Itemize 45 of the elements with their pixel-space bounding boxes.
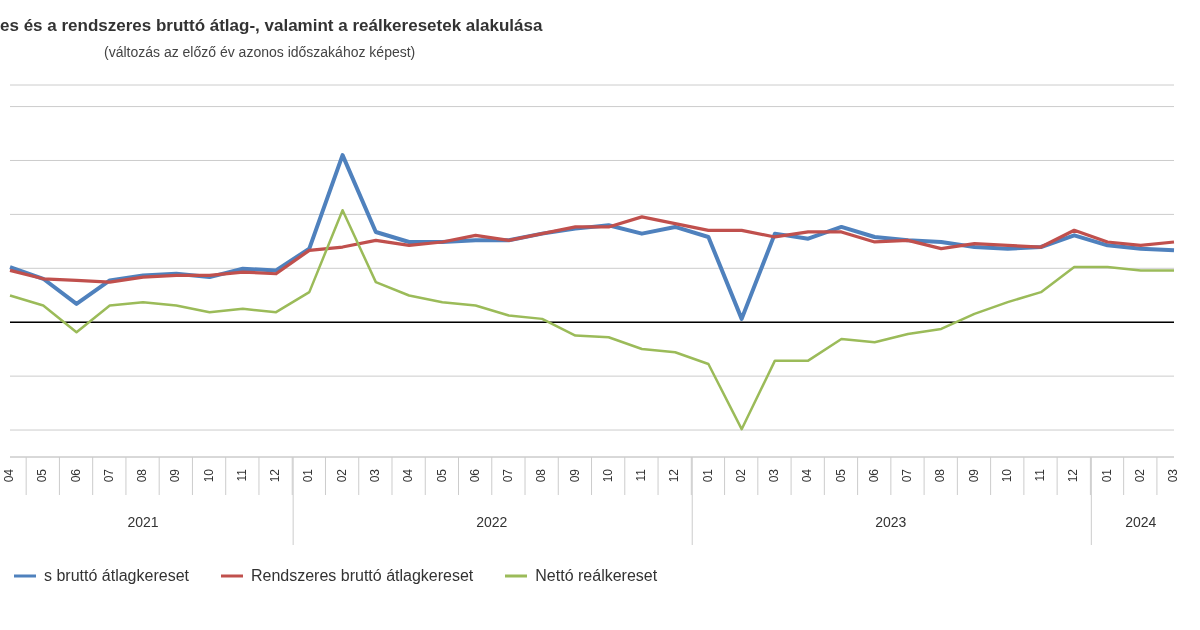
chart-subtitle: (változás az előző év azonos időszakához képest) bbox=[103, 44, 417, 60]
x-tick-label: 11 bbox=[234, 468, 249, 482]
x-tick-label: 11 bbox=[1033, 468, 1048, 482]
x-tick-label: 02 bbox=[733, 468, 748, 483]
x-tick-label: 01 bbox=[1099, 468, 1114, 483]
x-tick-label: 04 bbox=[2, 468, 17, 483]
x-tick-label: 10 bbox=[600, 468, 615, 483]
x-tick-label: 12 bbox=[268, 468, 283, 483]
x-tick-label: 06 bbox=[68, 468, 83, 483]
x-tick-label: 06 bbox=[467, 468, 482, 483]
text: 2022 bbox=[476, 514, 508, 530]
x-tick-label: 09 bbox=[567, 468, 582, 483]
text: 2021 bbox=[127, 514, 159, 530]
chart-title: es és a rendszeres bruttó átlag-, valamint a reálkeresetek alakulása bbox=[0, 15, 544, 36]
legend-label: Rendszeres bruttó átlagkereset bbox=[249, 567, 474, 585]
x-tick-label: 08 bbox=[534, 468, 549, 483]
x-tick-label: 03 bbox=[1166, 468, 1181, 483]
x-tick-label: 08 bbox=[933, 468, 948, 483]
x-tick-label: 10 bbox=[999, 468, 1014, 483]
x-tick-label: 09 bbox=[168, 468, 183, 483]
text: 2023 bbox=[875, 514, 907, 530]
x-tick-label: 04 bbox=[401, 468, 416, 483]
x-tick-label: 12 bbox=[1066, 468, 1081, 483]
x-tick-label: 03 bbox=[767, 468, 782, 483]
legend-label: s bruttó átlagkereset bbox=[43, 567, 189, 585]
x-tick-label: 07 bbox=[101, 468, 116, 483]
x-tick-label: 02 bbox=[334, 468, 349, 483]
text: 2024 bbox=[1125, 514, 1157, 530]
x-tick-label: 02 bbox=[1132, 468, 1147, 483]
x-tick-label: 03 bbox=[368, 468, 382, 483]
x-tick-label: 01 bbox=[301, 468, 316, 483]
x-tick-label: 08 bbox=[135, 468, 150, 483]
x-tick-label: 11 bbox=[634, 468, 649, 482]
x-tick-label: 06 bbox=[866, 468, 881, 483]
x-tick-label: 05 bbox=[35, 468, 50, 483]
x-tick-label: 01 bbox=[700, 468, 715, 483]
x-tick-label: 05 bbox=[833, 468, 848, 483]
legend-label: Nettó reálkereset bbox=[534, 567, 658, 585]
x-tick-label: 07 bbox=[501, 468, 516, 483]
x-tick-label: 04 bbox=[800, 468, 815, 483]
x-tick-label: 10 bbox=[201, 468, 216, 483]
x-tick-label: 09 bbox=[966, 468, 981, 483]
x-tick-label: 07 bbox=[900, 468, 915, 483]
x-tick-label: 12 bbox=[667, 468, 682, 483]
x-tick-label: 05 bbox=[434, 468, 449, 483]
